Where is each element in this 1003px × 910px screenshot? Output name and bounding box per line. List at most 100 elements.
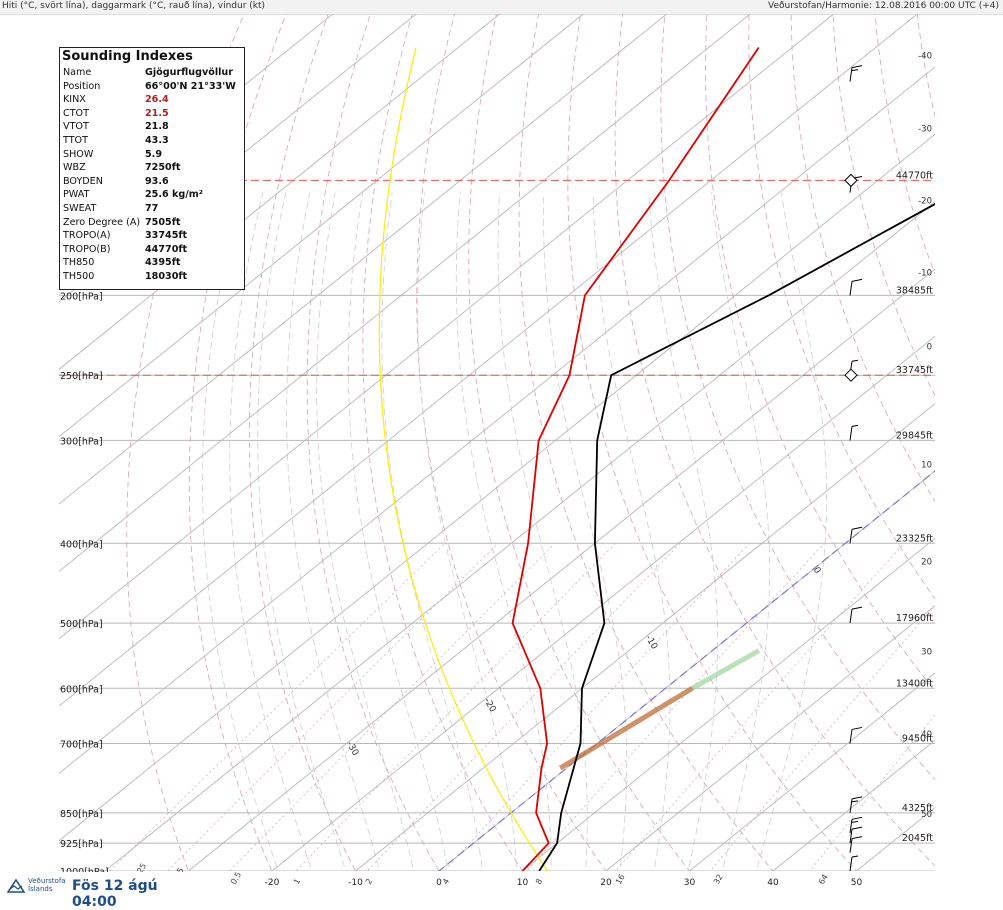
dry-adiabat: [791, 10, 1003, 889]
dry-adiabat: [917, 10, 1003, 889]
dry-adiabat: [706, 10, 1003, 889]
index-value: 21.8: [144, 120, 237, 134]
height-label: 29845ft: [896, 430, 933, 441]
index-row: Zero Degree (A)7505ft: [62, 216, 237, 230]
index-key: BOYDEN: [62, 175, 144, 189]
index-value: 7505ft: [144, 216, 237, 230]
moist-adiabat: [498, 193, 587, 889]
wind-barb-half: [852, 856, 858, 857]
dry-adiabat: [615, 10, 957, 889]
wind-barb-half: [852, 70, 858, 71]
index-key: Zero Degree (A): [62, 216, 144, 230]
moist-adiabat: [230, 193, 317, 889]
temperature-profile-line: [539, 48, 1003, 872]
index-key: Position: [62, 80, 144, 94]
moist-adiabat: [711, 193, 769, 889]
bottom-temperature-tick: 50: [851, 878, 863, 888]
moist-adiabat: [649, 193, 718, 889]
index-key: TROPO(A): [62, 229, 144, 243]
isotherm-label: 10: [998, 482, 1003, 497]
pressure-label: 200[hPa]: [60, 291, 103, 302]
footer-org-line1: Veðurstofa: [28, 877, 66, 885]
index-value: 33745ft: [144, 229, 237, 243]
wind-barb-flag: [852, 607, 862, 609]
isotherm-line: [584, 10, 1003, 889]
wind-barb: [850, 856, 858, 871]
bottom-temperature-tick: 20: [600, 878, 612, 888]
pressure-label: 250[hPa]: [60, 371, 103, 382]
height-label: 44770ft: [896, 170, 933, 181]
right-temperature-tick: -20: [918, 197, 932, 207]
index-key: TH850: [62, 256, 144, 270]
isotherm-label: -10: [643, 634, 659, 652]
index-value: Gjögurflugvöllur: [144, 66, 237, 80]
mixing-ratio-line: [150, 543, 498, 888]
height-label: 2045ft: [902, 833, 933, 844]
right-temperature-tick: 30: [921, 648, 932, 658]
moist-adiabat: [382, 193, 484, 889]
mixing-ratio-label: 2: [364, 877, 374, 886]
footer-org: Veðurstofa Íslands: [28, 877, 66, 893]
mixing-ratio-line: [428, 543, 750, 888]
index-value: 18030ft: [144, 270, 237, 284]
pressure-label: 300[hPa]: [60, 436, 103, 447]
index-value: 7250ft: [144, 161, 237, 175]
isotherm-line: [835, 10, 1003, 889]
wind-barb-half: [852, 360, 858, 361]
wind-barb: [850, 727, 862, 743]
wind-barb-flag: [852, 827, 862, 829]
bottom-temperature-tick: 30: [684, 878, 696, 888]
pressure-label: 500[hPa]: [60, 619, 103, 630]
mixing-ratio-label: 8: [534, 877, 544, 886]
index-value: 43.3: [144, 134, 237, 148]
index-panel-title: Sounding Indexes: [60, 48, 244, 66]
wind-barb-half: [852, 801, 858, 802]
right-temperature-tick: 10: [921, 460, 932, 470]
dry-adiabat: [833, 10, 1003, 889]
index-value: 26.4: [144, 93, 237, 107]
pressure-label: 700[hPa]: [60, 739, 103, 750]
height-label: 17960ft: [896, 613, 933, 624]
wind-barb-staff: [850, 609, 852, 623]
moist-adiabat: [202, 193, 283, 889]
height-label: 23325ft: [896, 533, 933, 544]
wind-barb: [850, 425, 858, 440]
mixing-ratio-label: 4: [441, 877, 451, 886]
pressure-label: 400[hPa]: [60, 539, 103, 550]
wind-barb-flag: [852, 817, 862, 819]
index-row: TROPO(B)44770ft: [62, 243, 237, 257]
mixing-ratio-label: 1: [292, 877, 302, 886]
tropopause-marker-icon: [845, 369, 857, 381]
parcel-path-line: [379, 48, 547, 872]
bottom-temperature-tick: 40: [767, 878, 779, 888]
height-label: 33745ft: [896, 365, 933, 376]
wind-barb-staff: [850, 729, 852, 743]
isotherm-label: 0: [811, 566, 823, 576]
isotherm-label: -20: [481, 697, 497, 715]
index-key: TH500: [62, 270, 144, 284]
index-value: 77: [144, 202, 237, 216]
index-key: SWEAT: [62, 202, 144, 216]
right-temperature-tick: 50: [921, 810, 932, 820]
wind-barb-staff: [850, 281, 852, 295]
wind-barb: [850, 279, 862, 295]
wind-barb: [850, 607, 862, 623]
index-key: VTOT: [62, 120, 144, 134]
mixing-ratio-label: 0.5: [229, 870, 243, 886]
moist-adiabat: [258, 193, 351, 889]
index-key: CTOT: [62, 107, 144, 121]
wind-barb: [850, 837, 862, 853]
index-value: 5.9: [144, 148, 237, 162]
right-temperature-tick: -40: [918, 52, 932, 62]
wind-barb-staff: [850, 426, 852, 440]
